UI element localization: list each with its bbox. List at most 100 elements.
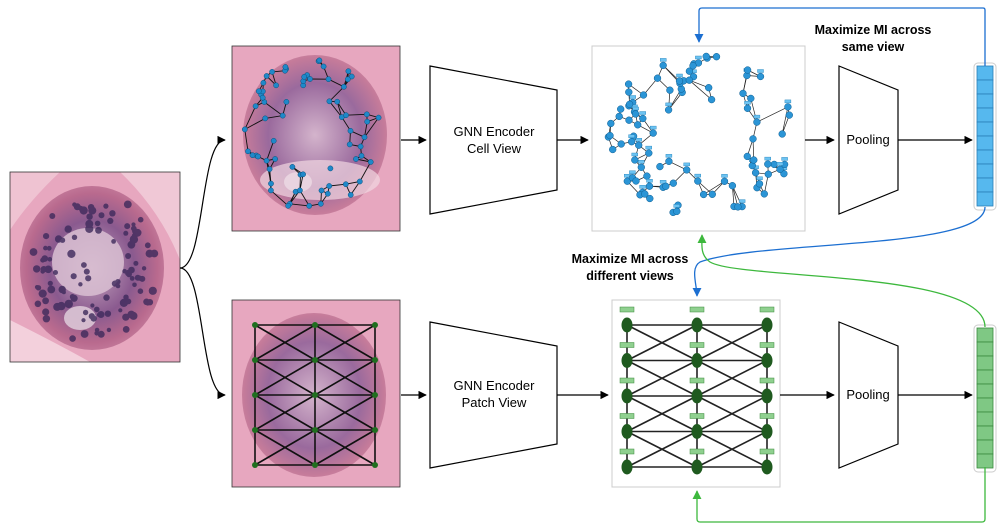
cell-node (358, 152, 365, 159)
cell-node (282, 64, 289, 70)
cell-node (324, 190, 331, 197)
cell-node (606, 131, 614, 140)
cell-node (728, 182, 737, 190)
cell-node (342, 181, 349, 188)
cell-node (634, 121, 642, 129)
cell-node (659, 61, 667, 70)
embedding-cell (976, 135, 994, 151)
patch-node (252, 462, 258, 468)
patch-node (761, 388, 773, 404)
cell-node (734, 203, 742, 211)
cell-node (301, 74, 308, 80)
cell-embedding-vector (973, 62, 997, 211)
cell-node (641, 190, 649, 198)
pooling-bottom: Pooling (838, 321, 899, 469)
cell-node (689, 62, 697, 70)
patch-node (252, 322, 258, 328)
patch-node (312, 427, 318, 433)
embedding-cell (976, 65, 994, 81)
annotation-different-views-line1: Maximize MI across (572, 252, 689, 266)
embedding-cell (976, 191, 994, 207)
cell-node (255, 88, 262, 95)
cell-node (751, 169, 760, 177)
cell-node (345, 68, 352, 75)
cell-node (645, 149, 653, 157)
patch-node (621, 424, 633, 439)
patch-node (372, 322, 378, 328)
cell-node (270, 137, 277, 144)
cell-node (743, 66, 752, 74)
cell-node (285, 202, 292, 209)
patch-node (252, 392, 258, 398)
annotation-same-view-line2: same view (842, 40, 905, 54)
embedding-cell (976, 93, 994, 109)
input-image-frame (9, 171, 181, 363)
cell-node (263, 73, 270, 79)
cell-node (784, 103, 792, 111)
patch-node (761, 353, 773, 368)
cell-node (625, 116, 633, 124)
embedding-cell (976, 107, 994, 123)
cell-node (739, 89, 747, 98)
cell-node (268, 187, 274, 194)
embedding-cell (976, 397, 994, 413)
patch-node (691, 459, 703, 475)
mi-same-view-arrow-green (692, 467, 986, 523)
cell-node (753, 118, 761, 126)
cell-node (624, 80, 633, 88)
cell-node (361, 134, 368, 141)
cell-node (675, 77, 684, 85)
cell-node (273, 82, 279, 89)
cell-node (631, 156, 639, 164)
cell-node (297, 187, 303, 194)
cell-node (375, 114, 382, 121)
pooling-top-label: Pooling (846, 132, 889, 147)
cell-node (266, 166, 273, 172)
cell-node (643, 172, 651, 180)
cell-node (269, 69, 275, 75)
cell-node (646, 194, 654, 203)
cell-node (683, 166, 691, 174)
cell-node (259, 94, 266, 101)
patch-node (691, 317, 703, 333)
encoder-patch-line2: Patch View (462, 395, 527, 410)
patch-node (312, 357, 318, 363)
cell-node (631, 110, 640, 118)
cell-node (364, 118, 371, 125)
cell-node (307, 76, 313, 82)
cell-node (262, 115, 269, 122)
cell-node (702, 52, 710, 61)
mi-diff-view-arrow-green (697, 234, 986, 328)
cell-node (279, 112, 286, 119)
input-tissue-image (10, 172, 180, 362)
embedding-cell (976, 453, 994, 469)
cell-node (750, 156, 758, 164)
patch-node (312, 322, 318, 328)
cell-node (263, 157, 270, 164)
cell-node (625, 88, 633, 96)
cell-node (609, 145, 617, 154)
patch-node (372, 392, 378, 398)
cell-node (707, 95, 716, 104)
cell-node (347, 192, 354, 198)
cell-node (645, 182, 654, 190)
cell-node (755, 180, 764, 188)
cell-node (326, 98, 333, 105)
cell-node (252, 103, 259, 110)
embedding-cell (976, 177, 994, 193)
cell-node (662, 182, 670, 190)
cell-node (617, 140, 625, 148)
cell-node (348, 73, 355, 80)
cell-node (272, 156, 278, 162)
cell-node (673, 207, 681, 216)
mi-same-view-arrow (694, 7, 986, 66)
cell-node (749, 135, 757, 143)
encoder-cell-line2: Cell View (467, 141, 522, 156)
pooling-top: Pooling (838, 65, 899, 215)
cell-node (283, 99, 290, 105)
cell-node (669, 179, 677, 187)
cell-node (632, 177, 640, 185)
cell-node (665, 157, 673, 165)
patch-node (252, 357, 258, 363)
